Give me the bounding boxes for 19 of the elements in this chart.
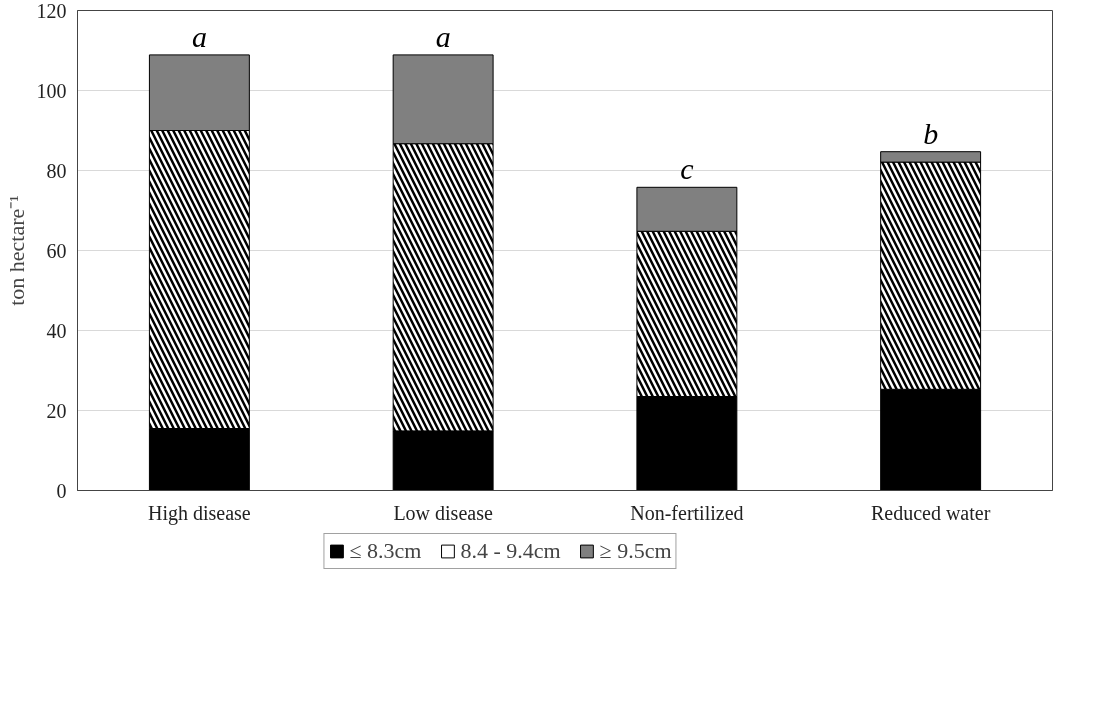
y-tick-label: 60 xyxy=(46,239,67,262)
legend-label: ≤ 8.3cm xyxy=(349,538,422,564)
y-tick-label: 80 xyxy=(46,159,67,182)
annotation: b xyxy=(923,116,939,150)
x-tick-label: Reduced water xyxy=(870,501,991,524)
x-tick-label: High disease xyxy=(148,501,251,525)
legend-label: 8.4 - 9.4cm xyxy=(460,538,561,564)
legend-label: ≥ 9.5cm xyxy=(599,538,672,564)
y-axis-title: ton hectare⁻¹ xyxy=(3,195,29,306)
x-tick-label: Low disease xyxy=(393,501,493,524)
y-tick-label: 0 xyxy=(56,479,67,502)
y-tick-label: 120 xyxy=(36,0,67,22)
y-tick-label: 20 xyxy=(46,399,67,422)
annotation: a xyxy=(435,19,451,53)
y-tick-label: 100 xyxy=(36,79,67,102)
annotation: a xyxy=(191,19,207,53)
x-tick-label: Non-fertilized xyxy=(630,501,744,524)
annotation: c xyxy=(680,152,694,186)
y-tick-label: 40 xyxy=(46,319,67,342)
